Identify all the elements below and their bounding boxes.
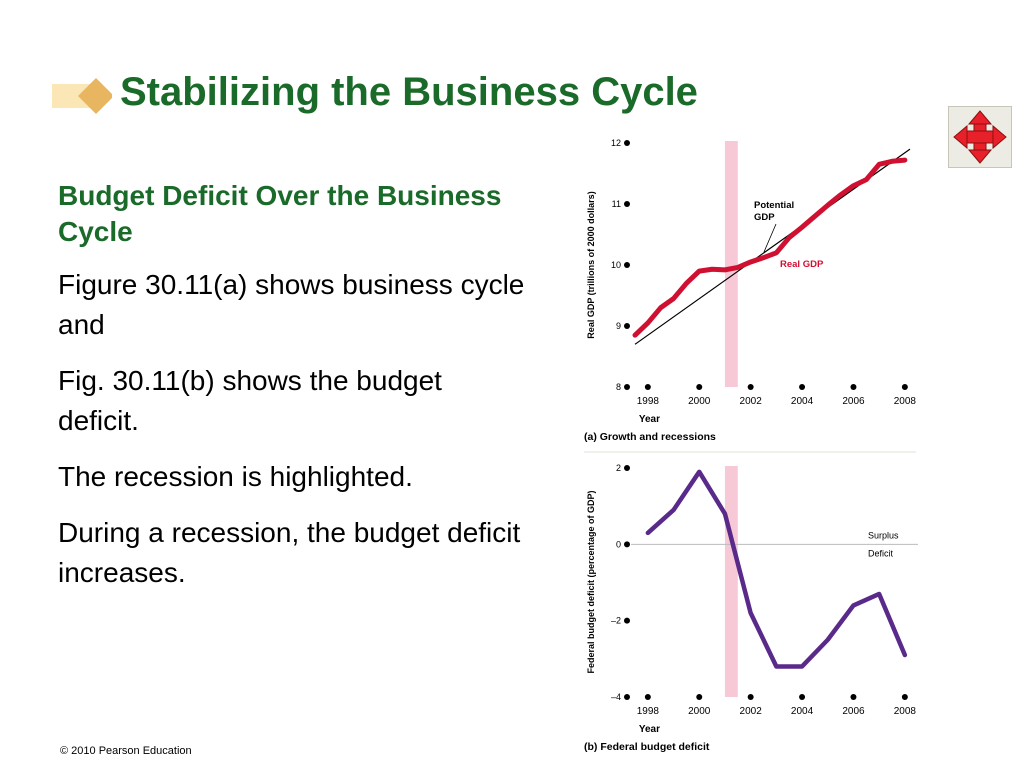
- paragraph-recession: The recession is highlighted.: [58, 460, 413, 492]
- page-title: Stabilizing the Business Cycle: [120, 70, 698, 114]
- chart-b-y-tick-label: 2: [616, 463, 621, 473]
- chart-b-x-tick-dot: [901, 694, 908, 700]
- deficit-label: Deficit: [868, 548, 894, 558]
- potential-gdp-label: GDP: [754, 212, 775, 223]
- chart-a-y-tick-label: 12: [611, 138, 621, 148]
- slide-content: Budget Deficit Over the Business Cycle F…: [58, 178, 528, 609]
- chart-a-y-tick-label: 8: [616, 382, 621, 392]
- chart-a-y-axis-label: Real GDP (trillions of 2000 dollars): [586, 191, 596, 338]
- potential-gdp-pointer: [763, 223, 777, 253]
- chart-a-y-tick-label: 11: [612, 199, 621, 209]
- chart-b-x-axis-label: Year: [639, 724, 660, 735]
- real-gdp-label: Real GDP: [780, 259, 824, 270]
- chart-a-y-tick-label: 9: [616, 321, 621, 331]
- surplus-label: Surplus: [868, 530, 899, 540]
- chart-b-x-tick-dot: [644, 694, 651, 700]
- chart-b-caption: (b) Federal budget deficit: [584, 741, 710, 753]
- copyright-footer: © 2010 Pearson Education: [60, 745, 192, 757]
- chart-a-x-tick-dot: [799, 384, 806, 390]
- chart-a-x-tick-dot: [747, 384, 754, 390]
- chart-b-x-tick-dot: [747, 694, 754, 700]
- four-way-arrows-icon[interactable]: [948, 106, 1012, 168]
- chart-a-x-tick-label: 2000: [688, 396, 711, 407]
- chart-a-x-tick-label: 2008: [894, 396, 917, 407]
- chart-a-x-tick-label: 2006: [842, 396, 865, 407]
- chart-a-y-tick-dot: [624, 140, 630, 146]
- chart-a-y-tick-dot: [624, 201, 630, 207]
- chart-b-y-tick-dot: [624, 617, 630, 624]
- chart-b-y-tick-label: –4: [611, 692, 621, 702]
- chart-a-x-axis-label: Year: [639, 414, 660, 425]
- chart-a-x-tick-label: 1998: [637, 396, 660, 407]
- chart-a-x-tick-dot: [850, 384, 857, 390]
- chart-b-recession-band: [724, 466, 738, 697]
- chart-b-x-tick-label: 2004: [791, 706, 814, 717]
- chart-a-recession-band: [724, 141, 738, 387]
- chart-b-y-axis-label: Federal budget deficit (percentage of GD…: [586, 490, 596, 673]
- chart-a-x-tick-dot: [696, 384, 703, 390]
- chart-b-x-tick-label: 2000: [688, 706, 711, 717]
- figure-30-11: 8 9 10 11 12 1998 2000 2002 2004 2006 2008 Year (a) …: [584, 138, 918, 753]
- chart-b-x-tick-label: 2002: [740, 706, 763, 717]
- title-bullet-icon: [52, 78, 112, 114]
- chart-a-y-tick-label: 10: [611, 260, 621, 270]
- chart-b-y-tick-label: 0: [616, 539, 621, 549]
- paragraph-figure-a: Figure 30.11(a) shows business cycle and: [58, 268, 525, 340]
- chart-a-y-tick-dot: [624, 262, 630, 268]
- chart-b-y-tick-label: –2: [611, 616, 621, 626]
- chart-a-x-tick-label: 2002: [740, 396, 763, 407]
- chart-a-y-tick-dot: [624, 384, 630, 390]
- chart-b-y-tick-dot: [624, 694, 630, 700]
- paragraph-deficit: During a recession, the budget deficit i…: [58, 516, 521, 588]
- paragraph-figure-b: Fig. 30.11(b) shows the budget deficit.: [58, 364, 442, 436]
- chart-b-y-tick-dot: [624, 541, 630, 548]
- chart-b-x-tick-dot: [696, 694, 703, 700]
- chart-a-y-tick-dot: [624, 323, 630, 329]
- chart-b-x-tick-dot: [850, 694, 857, 700]
- budget-deficit-line: [645, 469, 908, 669]
- section-heading: Budget Deficit Over the Business Cycle: [58, 180, 502, 248]
- chart-b-x-tick-dot: [799, 694, 806, 700]
- chart-b-y-tick-dot: [624, 465, 630, 471]
- chart-a-caption: (a) Growth and recessions: [584, 431, 716, 443]
- real-gdp-line: [632, 157, 908, 338]
- chart-a-x-tick-label: 2004: [791, 396, 814, 407]
- chart-b-x-tick-label: 2008: [894, 706, 917, 717]
- chart-b-x-tick-label: 1998: [637, 706, 660, 717]
- potential-gdp-label: Potential: [754, 200, 794, 211]
- chart-a-x-tick-dot: [901, 384, 908, 390]
- chart-b-x-tick-label: 2006: [842, 706, 865, 717]
- chart-a-x-tick-dot: [644, 384, 651, 390]
